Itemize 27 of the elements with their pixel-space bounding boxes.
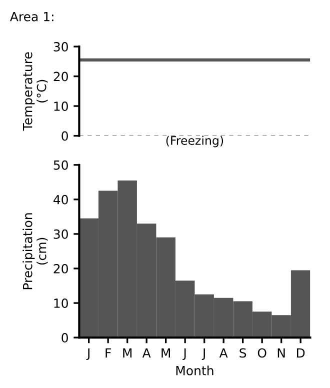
- x-tick-label: J: [86, 348, 90, 360]
- ref-line-label: (Freezing): [166, 136, 224, 148]
- y-tick-label: 30: [54, 229, 68, 239]
- x-tick-label: S: [240, 348, 246, 358]
- x-tick-label: O: [258, 348, 266, 358]
- y-tick-label: 0: [62, 131, 68, 141]
- x-tick-label: J: [202, 348, 205, 360]
- x-tick-label: J: [182, 348, 186, 360]
- x-tick-label: M: [123, 348, 132, 358]
- x-tick-label: D: [296, 348, 305, 358]
- y-tick-label: 30: [54, 42, 68, 52]
- y-tick-label: 40: [53, 194, 68, 204]
- x-tick-label: M: [162, 348, 170, 358]
- y-axis-title: Temperature (°C): [23, 52, 48, 131]
- y-tick-label: 0: [62, 333, 68, 342]
- y-tick-label: 50: [54, 160, 68, 170]
- chart-title: Area 1:: [10, 12, 54, 22]
- x-tick-label: F: [106, 348, 111, 358]
- y-axis-title: Precipitation (cm): [22, 213, 48, 290]
- x-axis-title: Month: [176, 366, 214, 376]
- x-tick-label: A: [142, 348, 151, 358]
- x-tick-label: N: [278, 348, 285, 358]
- y-tick-label: 10: [54, 298, 68, 308]
- y-tick-label: 20: [54, 72, 68, 82]
- y-tick-label: 20: [54, 264, 68, 274]
- x-tick-label: A: [219, 348, 228, 358]
- y-tick-label: 10: [54, 102, 68, 111]
